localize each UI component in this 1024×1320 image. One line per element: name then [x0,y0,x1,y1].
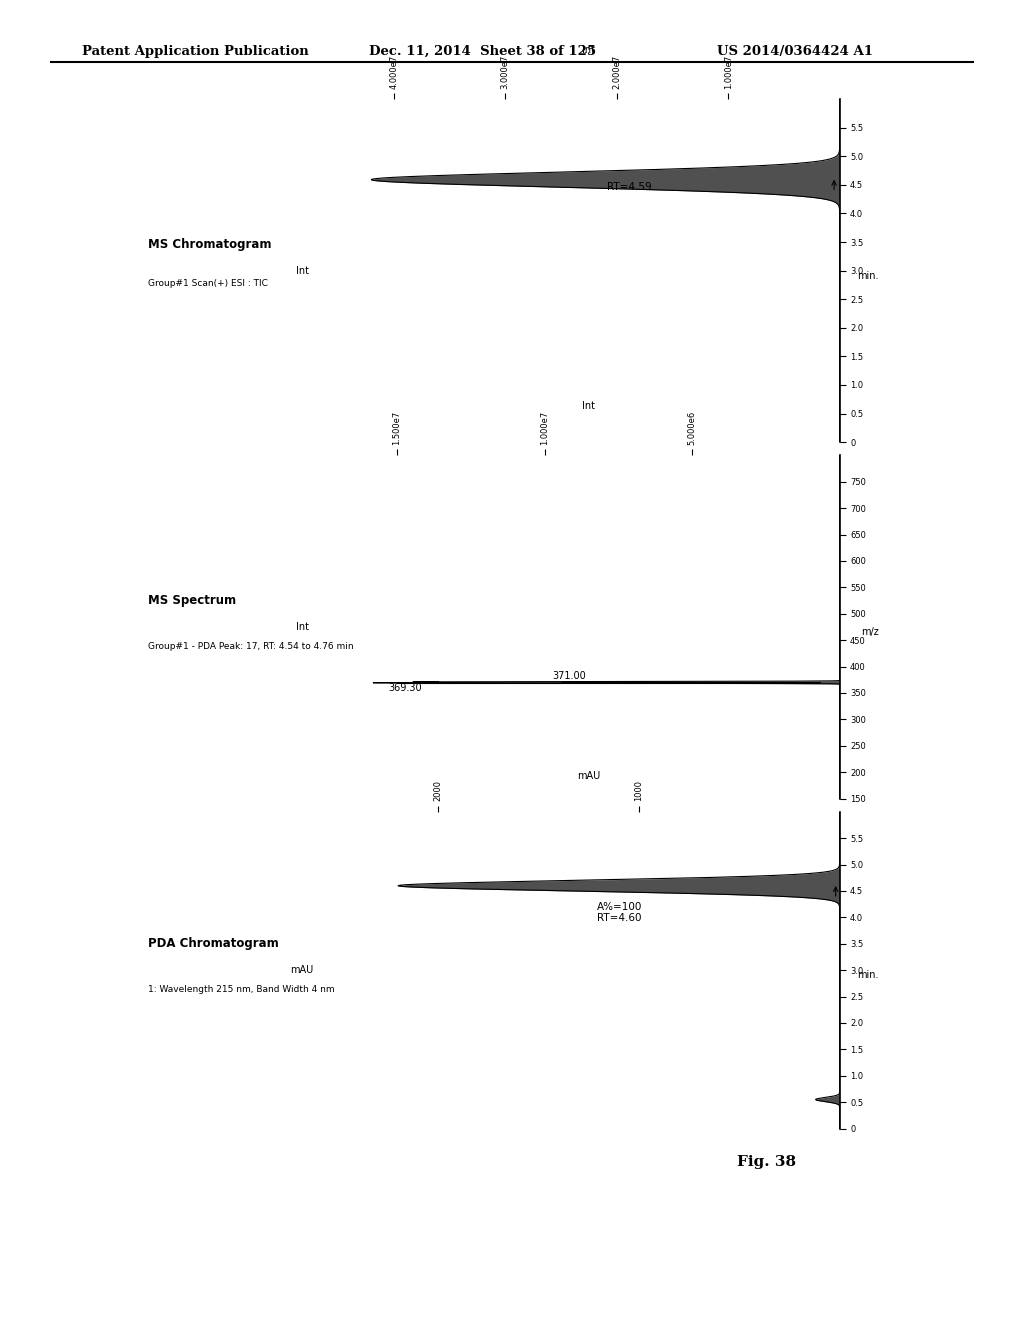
Text: Group#1 Scan(+) ESI : TIC: Group#1 Scan(+) ESI : TIC [148,280,268,288]
Text: Patent Application Publication: Patent Application Publication [82,45,308,58]
X-axis label: Int: Int [583,45,595,55]
Text: US 2014/0364424 A1: US 2014/0364424 A1 [717,45,872,58]
Text: 371.00: 371.00 [553,672,587,681]
Text: 1: Wavelength 215 nm, Band Width 4 nm: 1: Wavelength 215 nm, Band Width 4 nm [148,986,335,994]
Text: Int: Int [296,265,308,276]
Text: RT=4.59: RT=4.59 [606,182,651,193]
X-axis label: Int: Int [583,401,595,412]
Y-axis label: min.: min. [857,970,879,981]
Text: Int: Int [296,622,308,632]
X-axis label: mAU: mAU [578,771,600,781]
Text: Dec. 11, 2014  Sheet 38 of 125: Dec. 11, 2014 Sheet 38 of 125 [369,45,596,58]
Text: Fig. 38: Fig. 38 [737,1155,797,1170]
Text: A%=100
RT=4.60: A%=100 RT=4.60 [597,902,642,923]
Text: PDA Chromatogram: PDA Chromatogram [148,937,280,950]
Text: 369.30: 369.30 [388,684,422,693]
Text: Group#1 - PDA Peak: 17, RT: 4.54 to 4.76 min: Group#1 - PDA Peak: 17, RT: 4.54 to 4.76… [148,643,354,651]
Y-axis label: m/z: m/z [861,627,879,638]
Y-axis label: min.: min. [857,271,879,281]
Text: MS Spectrum: MS Spectrum [148,594,237,607]
Text: MS Chromatogram: MS Chromatogram [148,238,272,251]
Text: mAU: mAU [291,965,313,975]
